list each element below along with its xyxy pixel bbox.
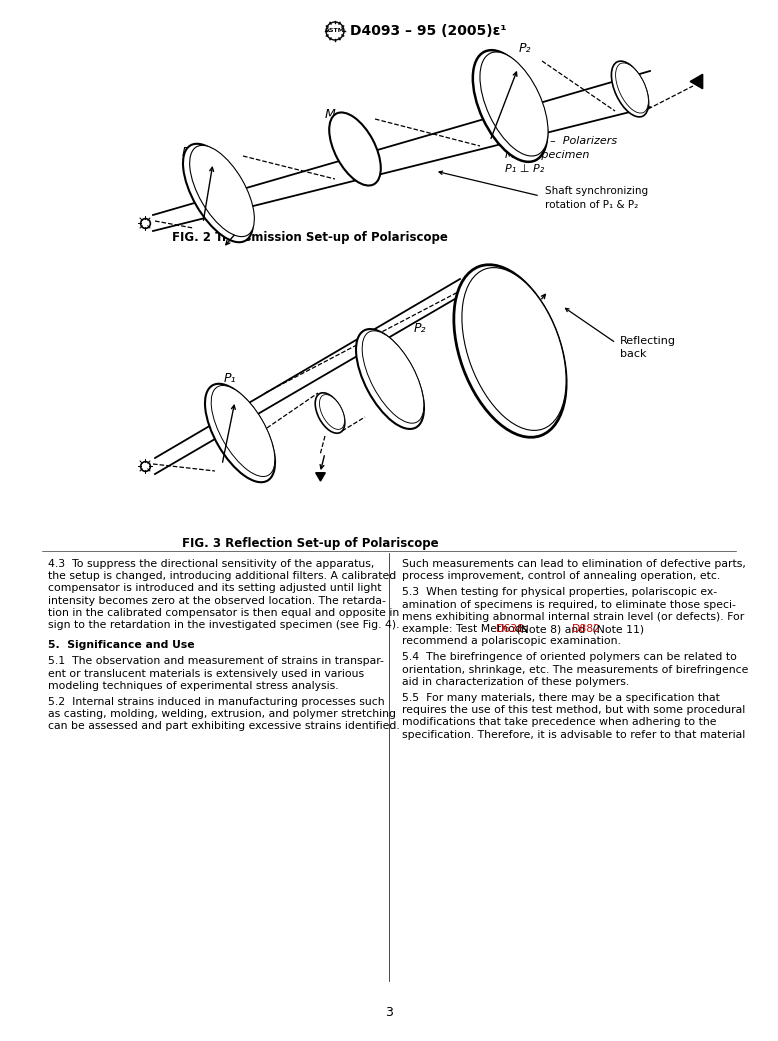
Text: compensator is introduced and its setting adjusted until light: compensator is introduced and its settin… [48, 583, 381, 593]
Text: M  –  Specimen: M – Specimen [505, 150, 590, 160]
Text: 5.1  The observation and measurement of strains in transpar-: 5.1 The observation and measurement of s… [48, 657, 384, 666]
Text: D638: D638 [496, 624, 524, 634]
Text: tion in the calibrated compensator is then equal and opposite in: tion in the calibrated compensator is th… [48, 608, 399, 617]
Text: D4093 – 95 (2005)ε¹: D4093 – 95 (2005)ε¹ [350, 24, 506, 39]
Ellipse shape [211, 385, 275, 477]
Text: 5.4  The birefringence of oriented polymers can be related to: 5.4 The birefringence of oriented polyme… [402, 653, 737, 662]
Text: 5.  Significance and Use: 5. Significance and Use [48, 640, 194, 651]
Ellipse shape [363, 331, 424, 424]
Text: P₁: P₁ [224, 372, 237, 384]
Text: M: M [485, 266, 496, 279]
Text: P₁ & P₂  –  Polarizers: P₁ & P₂ – Polarizers [505, 136, 617, 146]
Text: example: Test Methods: example: Test Methods [402, 624, 531, 634]
Ellipse shape [615, 62, 648, 113]
Text: Reflecting: Reflecting [620, 336, 676, 346]
Ellipse shape [205, 384, 275, 482]
Ellipse shape [190, 146, 254, 236]
Text: 5.3  When testing for physical properties, polariscopic ex-: 5.3 When testing for physical properties… [402, 587, 717, 598]
Text: intensity becomes zero at the observed location. The retarda-: intensity becomes zero at the observed l… [48, 595, 386, 606]
Ellipse shape [462, 268, 566, 430]
Text: sign to the retardation in the investigated specimen (see Fig. 4).: sign to the retardation in the investiga… [48, 620, 399, 630]
Ellipse shape [329, 112, 380, 185]
Text: FIG. 2 Transmission Set-up of Polariscope: FIG. 2 Transmission Set-up of Polariscop… [172, 231, 448, 245]
Text: Shaft synchronizing: Shaft synchronizing [545, 186, 648, 196]
Text: the setup is changed, introducing additional filters. A calibrated: the setup is changed, introducing additi… [48, 572, 396, 581]
Ellipse shape [320, 395, 345, 430]
Text: can be assessed and part exhibiting excessive strains identified.: can be assessed and part exhibiting exce… [48, 721, 400, 732]
Text: Such measurements can lead to elimination of defective parts,: Such measurements can lead to eliminatio… [402, 559, 746, 569]
Text: mens exhibiting abnormal internal strain level (or defects). For: mens exhibiting abnormal internal strain… [402, 612, 745, 621]
Text: P₁: P₁ [182, 147, 194, 159]
Text: FIG. 3 Reflection Set-up of Polariscope: FIG. 3 Reflection Set-up of Polariscope [182, 536, 438, 550]
Ellipse shape [356, 329, 424, 429]
Text: recommend a polariscopic examination.: recommend a polariscopic examination. [402, 636, 621, 646]
Text: requires the use of this test method, but with some procedural: requires the use of this test method, bu… [402, 705, 745, 715]
Ellipse shape [315, 392, 345, 433]
Text: modifications that take precedence when adhering to the: modifications that take precedence when … [402, 717, 717, 728]
Text: D882: D882 [572, 624, 601, 634]
Text: process improvement, control of annealing operation, etc.: process improvement, control of annealin… [402, 572, 720, 581]
Text: (Note 11): (Note 11) [589, 624, 644, 634]
Text: orientation, shrinkage, etc. The measurements of birefringence: orientation, shrinkage, etc. The measure… [402, 664, 748, 675]
Text: back: back [620, 349, 647, 359]
Text: aid in characterization of these polymers.: aid in characterization of these polymer… [402, 677, 629, 687]
Text: P₂: P₂ [414, 323, 426, 335]
Text: ASTM: ASTM [325, 28, 345, 33]
Ellipse shape [480, 52, 548, 156]
Text: M: M [324, 107, 335, 121]
Text: modeling techniques of experimental stress analysis.: modeling techniques of experimental stre… [48, 681, 338, 691]
Text: ent or translucent materials is extensively used in various: ent or translucent materials is extensiv… [48, 668, 364, 679]
Text: specification. Therefore, it is advisable to refer to that material: specification. Therefore, it is advisabl… [402, 730, 745, 739]
Text: P₂: P₂ [519, 42, 531, 54]
Text: 3: 3 [385, 1007, 393, 1019]
Ellipse shape [612, 61, 649, 117]
Text: rotation of P₁ & P₂: rotation of P₁ & P₂ [545, 200, 638, 210]
Text: 5.2  Internal strains induced in manufacturing processes such: 5.2 Internal strains induced in manufact… [48, 697, 384, 707]
Text: amination of specimens is required, to eliminate those speci-: amination of specimens is required, to e… [402, 600, 736, 610]
Text: 5.5  For many materials, there may be a specification that: 5.5 For many materials, there may be a s… [402, 693, 720, 703]
Text: (Note 8) and: (Note 8) and [513, 624, 588, 634]
Text: 4.3  To suppress the directional sensitivity of the apparatus,: 4.3 To suppress the directional sensitiv… [48, 559, 374, 569]
Ellipse shape [183, 144, 253, 243]
Text: as casting, molding, welding, extrusion, and polymer stretching: as casting, molding, welding, extrusion,… [48, 709, 396, 719]
Ellipse shape [454, 264, 566, 437]
Text: P₁ ⊥ P₂: P₁ ⊥ P₂ [505, 164, 545, 174]
Ellipse shape [473, 50, 547, 161]
